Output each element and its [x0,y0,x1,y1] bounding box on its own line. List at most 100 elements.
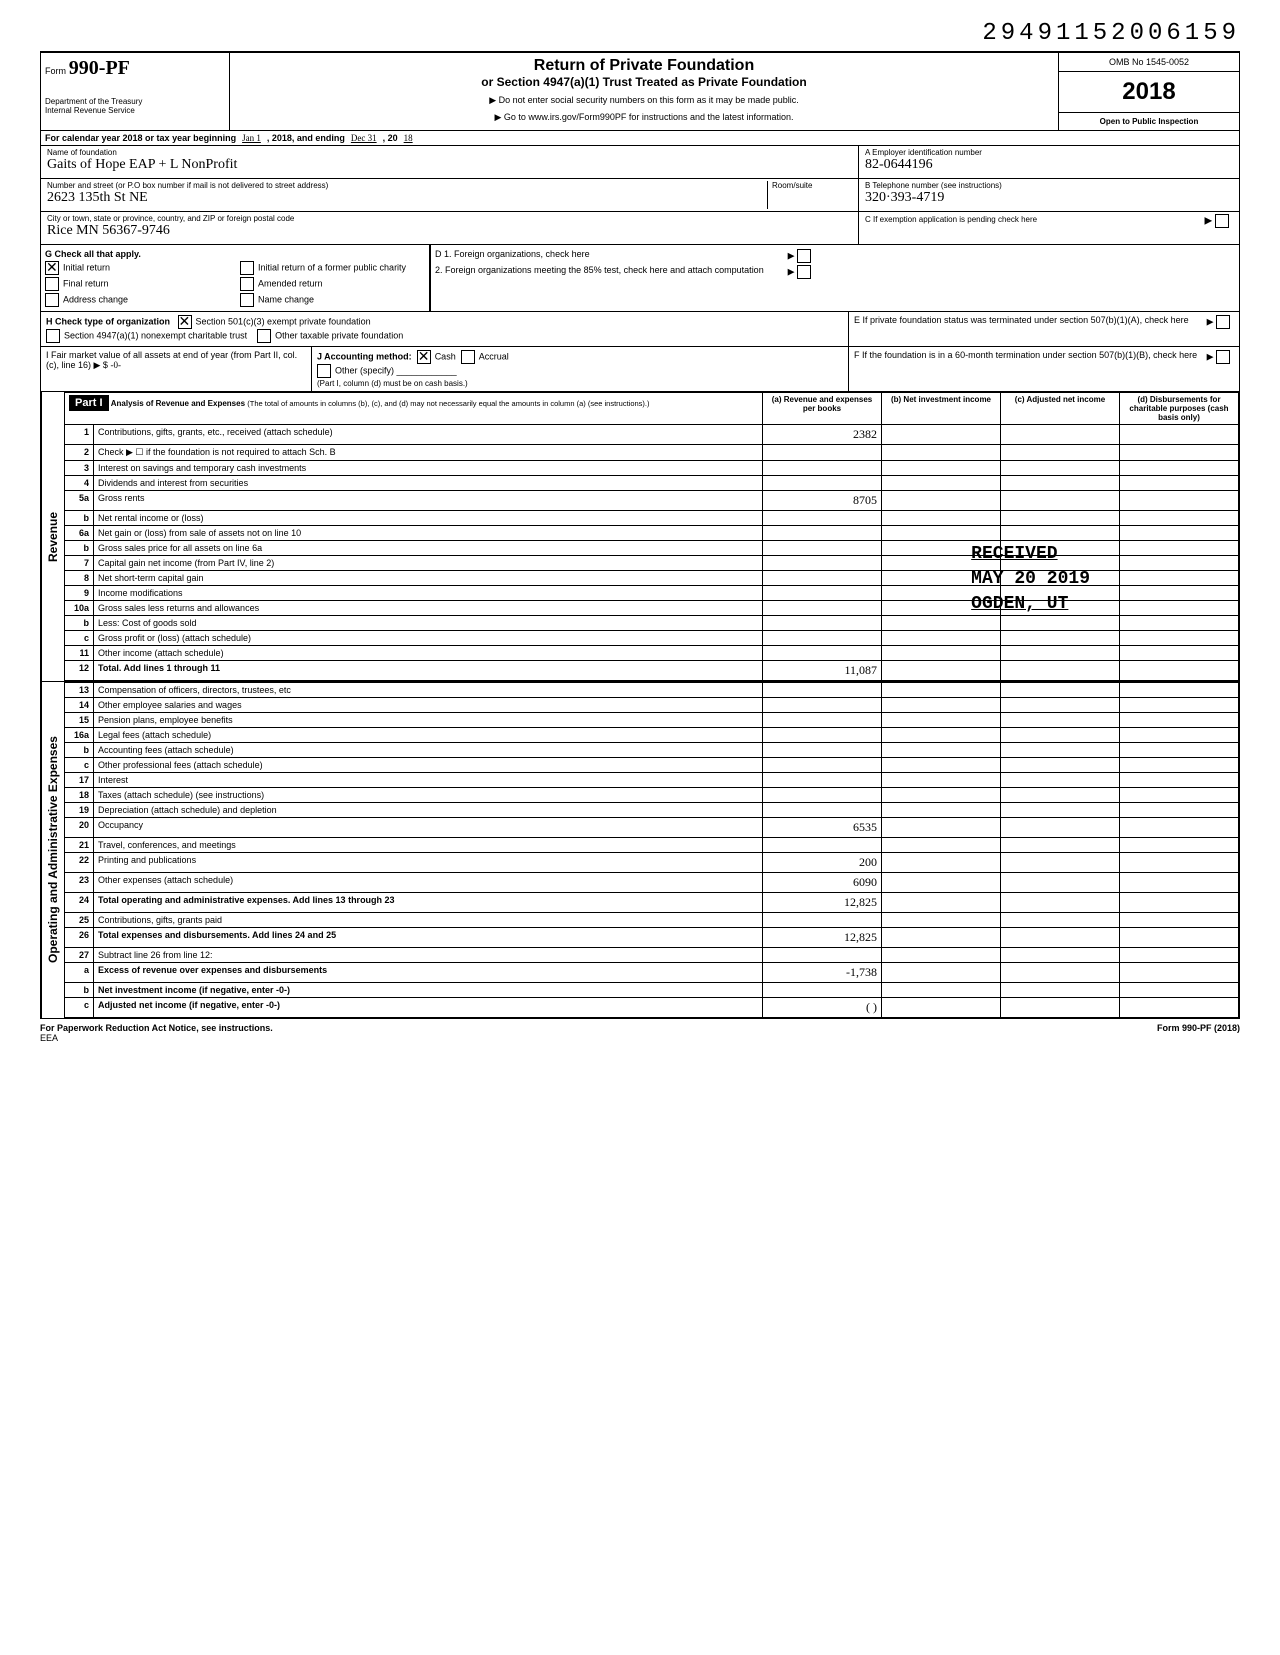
col-b-val[interactable] [882,571,1001,586]
col-c-val[interactable] [1001,963,1120,983]
col-c-val[interactable] [1001,743,1120,758]
col-d-val[interactable] [1120,913,1239,928]
col-b-val[interactable] [882,853,1001,873]
col-d-val[interactable] [1120,758,1239,773]
col-a-val[interactable]: -1,738 [763,963,882,983]
j-cash[interactable] [417,350,431,364]
col-b-val[interactable] [882,631,1001,646]
cal-end[interactable]: Dec 31 [351,133,377,143]
col-d-val[interactable] [1120,773,1239,788]
col-d-val[interactable] [1120,683,1239,698]
h-4947[interactable] [46,329,60,343]
col-c-val[interactable] [1001,873,1120,893]
col-b-val[interactable] [882,445,1001,461]
col-d-val[interactable] [1120,743,1239,758]
col-b-val[interactable] [882,556,1001,571]
col-a-val[interactable]: ( ) [763,998,882,1018]
col-c-val[interactable] [1001,571,1120,586]
col-b-val[interactable] [882,601,1001,616]
col-b-val[interactable] [882,646,1001,661]
col-d-val[interactable] [1120,818,1239,838]
col-a-val[interactable]: 8705 [763,491,882,511]
col-d-val[interactable] [1120,631,1239,646]
foundation-address[interactable]: 2623 135th St NE [47,190,767,206]
col-a-val[interactable] [763,743,882,758]
col-b-val[interactable] [882,476,1001,491]
col-a-val[interactable] [763,445,882,461]
col-a-val[interactable] [763,601,882,616]
col-b-val[interactable] [882,698,1001,713]
col-c-val[interactable] [1001,998,1120,1018]
g-name-change[interactable] [240,293,254,307]
f-checkbox[interactable] [1216,350,1230,364]
c-checkbox[interactable] [1215,214,1229,228]
col-d-val[interactable] [1120,853,1239,873]
col-c-val[interactable] [1001,631,1120,646]
col-d-val[interactable] [1120,661,1239,681]
col-c-val[interactable] [1001,853,1120,873]
j-accrual[interactable] [461,350,475,364]
col-c-val[interactable] [1001,948,1120,963]
col-b-val[interactable] [882,788,1001,803]
col-c-val[interactable] [1001,425,1120,445]
col-a-val[interactable] [763,698,882,713]
col-c-val[interactable] [1001,758,1120,773]
col-d-val[interactable] [1120,586,1239,601]
col-d-val[interactable] [1120,425,1239,445]
col-b-val[interactable] [882,983,1001,998]
col-a-val[interactable] [763,773,882,788]
col-a-val[interactable]: 6090 [763,873,882,893]
col-c-val[interactable] [1001,556,1120,571]
ein[interactable]: 82-0644196 [865,157,1233,173]
col-a-val[interactable] [763,571,882,586]
col-d-val[interactable] [1120,526,1239,541]
col-c-val[interactable] [1001,803,1120,818]
col-d-val[interactable] [1120,803,1239,818]
col-c-val[interactable] [1001,476,1120,491]
col-a-val[interactable] [763,556,882,571]
col-a-val[interactable] [763,683,882,698]
col-c-val[interactable] [1001,491,1120,511]
col-b-val[interactable] [882,758,1001,773]
col-a-val[interactable] [763,948,882,963]
col-a-val[interactable]: 2382 [763,425,882,445]
col-a-val[interactable]: 6535 [763,818,882,838]
col-c-val[interactable] [1001,838,1120,853]
col-a-val[interactable] [763,541,882,556]
col-d-val[interactable] [1120,646,1239,661]
j-other[interactable] [317,364,331,378]
col-d-val[interactable] [1120,928,1239,948]
col-b-val[interactable] [882,511,1001,526]
col-d-val[interactable] [1120,461,1239,476]
col-c-val[interactable] [1001,661,1120,681]
col-b-val[interactable] [882,743,1001,758]
h-501c3[interactable] [178,315,192,329]
col-c-val[interactable] [1001,586,1120,601]
col-d-val[interactable] [1120,983,1239,998]
i-value[interactable]: -0- [110,360,121,370]
col-b-val[interactable] [882,963,1001,983]
col-a-val[interactable]: 11,087 [763,661,882,681]
col-b-val[interactable] [882,928,1001,948]
col-b-val[interactable] [882,541,1001,556]
col-c-val[interactable] [1001,445,1120,461]
col-c-val[interactable] [1001,773,1120,788]
col-c-val[interactable] [1001,713,1120,728]
col-b-val[interactable] [882,661,1001,681]
col-a-val[interactable] [763,713,882,728]
col-d-val[interactable] [1120,948,1239,963]
col-b-val[interactable] [882,773,1001,788]
col-d-val[interactable] [1120,616,1239,631]
col-d-val[interactable] [1120,998,1239,1018]
col-a-val[interactable] [763,728,882,743]
col-d-val[interactable] [1120,541,1239,556]
col-c-val[interactable] [1001,541,1120,556]
col-a-val[interactable] [763,646,882,661]
col-b-val[interactable] [882,491,1001,511]
col-a-val[interactable]: 200 [763,853,882,873]
g-address[interactable] [45,293,59,307]
col-a-val[interactable] [763,983,882,998]
col-c-val[interactable] [1001,601,1120,616]
col-b-val[interactable] [882,948,1001,963]
col-d-val[interactable] [1120,788,1239,803]
